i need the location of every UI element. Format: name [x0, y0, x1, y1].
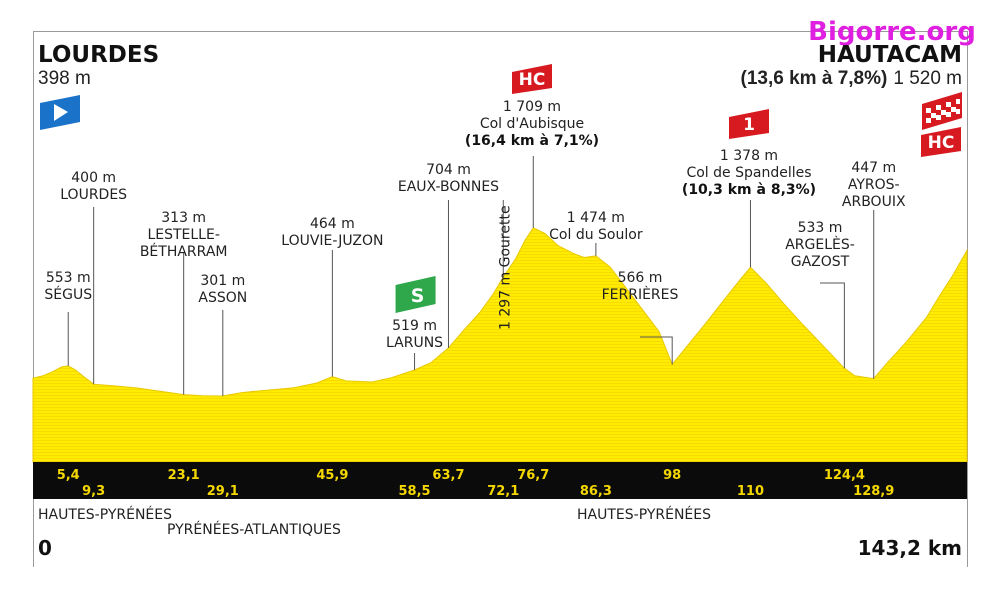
passage-name: AYROS- [848, 177, 900, 193]
km-label: 29,1 [207, 484, 239, 499]
finish-altitude: 1 520 m [893, 68, 962, 89]
passage-name: BÉTHARRAM [140, 243, 228, 260]
hc-climb-badge: HC [921, 127, 961, 157]
start-altitude: 398 m [38, 68, 91, 89]
passage-climb-stats: (10,3 km à 8,3%) [682, 182, 816, 198]
watermark-text: Bigorre.org [808, 17, 976, 47]
sprint-label: S [411, 285, 425, 307]
hc-climb-badge: HC [512, 64, 552, 94]
climb-category-label: HC [928, 133, 955, 153]
passage-name: ARBOUIX [842, 194, 906, 210]
passage-name: EAUX-BONNES [398, 179, 499, 195]
km-strip [33, 462, 967, 499]
passage-altitude: 553 m [46, 270, 91, 286]
km-label: 5,4 [57, 468, 80, 483]
km-label: 86,3 [580, 484, 612, 499]
km-label: 23,1 [168, 468, 200, 483]
km-label: 58,5 [399, 484, 431, 499]
passage-name: SÉGUS [44, 286, 92, 303]
passage-altitude: 447 m [851, 160, 896, 176]
passage-name: FERRIÈRES [602, 286, 679, 303]
km-label: 98 [663, 468, 681, 483]
passage-altitude: 400 m [71, 170, 116, 186]
passage-label-rotated: 1 297 m Gourette [497, 205, 513, 330]
km-label: 72,1 [487, 484, 519, 499]
elevation-profile-area [32, 227, 968, 463]
passage-altitude: 464 m [310, 216, 355, 232]
passage-name: GAZOST [791, 254, 850, 270]
passage-altitude: 1 378 m [720, 148, 778, 164]
finish-flag-icon [922, 92, 962, 130]
passage-climb-stats: (16,4 km à 7,1%) [465, 133, 599, 149]
passage-altitude: 1 474 m [567, 210, 625, 226]
passage-name: Col d'Aubisque [480, 116, 584, 132]
passage-altitude: 533 m [798, 220, 843, 236]
climb-category-label: 1 [743, 115, 755, 135]
department-label-2: PYRÉNÉES-ATLANTIQUES [167, 521, 341, 538]
passage-leader-line [640, 336, 673, 365]
passage-altitude: 566 m [618, 270, 663, 286]
passage-altitude: 1 709 m [503, 99, 561, 115]
km-label: 128,9 [853, 484, 894, 499]
km-label: 45,9 [316, 468, 348, 483]
km-label: 76,7 [517, 468, 549, 483]
start-town: LOURDES [38, 42, 159, 68]
passage-name: LOUVIE-JUZON [281, 233, 383, 249]
passage-leader-line [820, 282, 845, 369]
passage-name: LOURDES [60, 187, 127, 203]
passage-altitude: 519 m [392, 318, 437, 334]
department-label-3: HAUTES-PYRÉNÉES [577, 506, 711, 523]
finish-climb: (13,6 km à 7,8%) [741, 68, 888, 89]
passage-name: ASSON [198, 290, 247, 306]
finish-town: HAUTACAM [818, 42, 962, 68]
passage-name: LARUNS [386, 335, 443, 351]
km-label: 63,7 [432, 468, 464, 483]
km-label: 9,3 [82, 484, 105, 499]
finish-info: (13,6 km à 7,8%) 1 520 m [741, 68, 962, 89]
passage-name: Col de Spandelles [686, 165, 811, 181]
sprint-badge-icon: S [395, 276, 436, 313]
distance-end: 143,2 km [858, 536, 962, 560]
passage-altitude: 313 m [161, 210, 206, 226]
climb-category-label: HC [519, 70, 546, 90]
km-label: 124,4 [824, 468, 865, 483]
passage-name: Col du Soulor [549, 227, 643, 243]
department-label-1: HAUTES-PYRÉNÉES [38, 506, 172, 523]
passage-altitude: 704 m [426, 162, 471, 178]
passage-altitude: 301 m [200, 273, 245, 289]
passage-name: LESTELLE- [147, 227, 219, 243]
passage-name: ARGELÈS- [785, 236, 855, 253]
distance-start: 0 [38, 536, 52, 560]
cat1-climb-badge: 1 [729, 109, 769, 139]
start-flag-icon [40, 95, 80, 130]
km-label: 110 [737, 484, 764, 499]
